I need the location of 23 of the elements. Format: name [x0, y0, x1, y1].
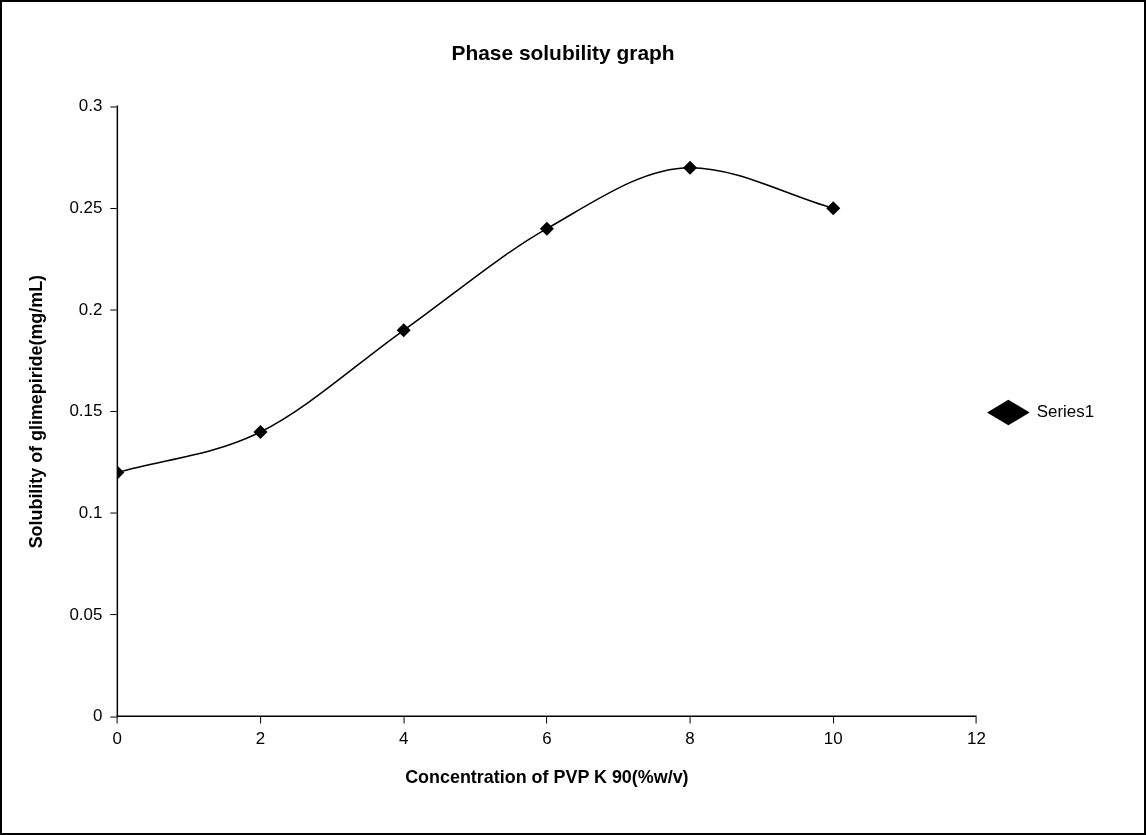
- y-tick-label: 0.25: [69, 198, 103, 217]
- y-axis-title: Solubility of glimepiride(mg/mL): [25, 274, 46, 549]
- x-tick-label: 2: [255, 729, 266, 749]
- legend-label: Series1: [1036, 402, 1095, 422]
- x-tick-label: 8: [685, 729, 695, 749]
- point: [396, 323, 411, 338]
- x-tick-label: 4: [398, 729, 409, 749]
- y-tick-label: 0.1: [78, 502, 103, 522]
- x-tick-label: 12: [967, 729, 986, 749]
- point: [253, 425, 268, 439]
- x-tick-label: 0: [112, 729, 122, 749]
- x-axis-title: Concentration of PVP K 90(%w/v): [405, 767, 689, 788]
- y-tick-label: 0.3: [78, 96, 103, 116]
- point: [683, 160, 697, 175]
- y-tick-label: 0.15: [69, 401, 103, 421]
- chart-title: Phase solubility graph: [451, 41, 675, 65]
- x-tick-label: 6: [542, 729, 552, 749]
- y-tick-label: 0.2: [78, 299, 103, 319]
- y-tick-label: 0.05: [69, 604, 103, 624]
- x-tick-label: 10: [823, 729, 843, 749]
- y-tick-label: 0: [92, 706, 103, 726]
- point: [826, 201, 840, 216]
- point: [540, 221, 554, 236]
